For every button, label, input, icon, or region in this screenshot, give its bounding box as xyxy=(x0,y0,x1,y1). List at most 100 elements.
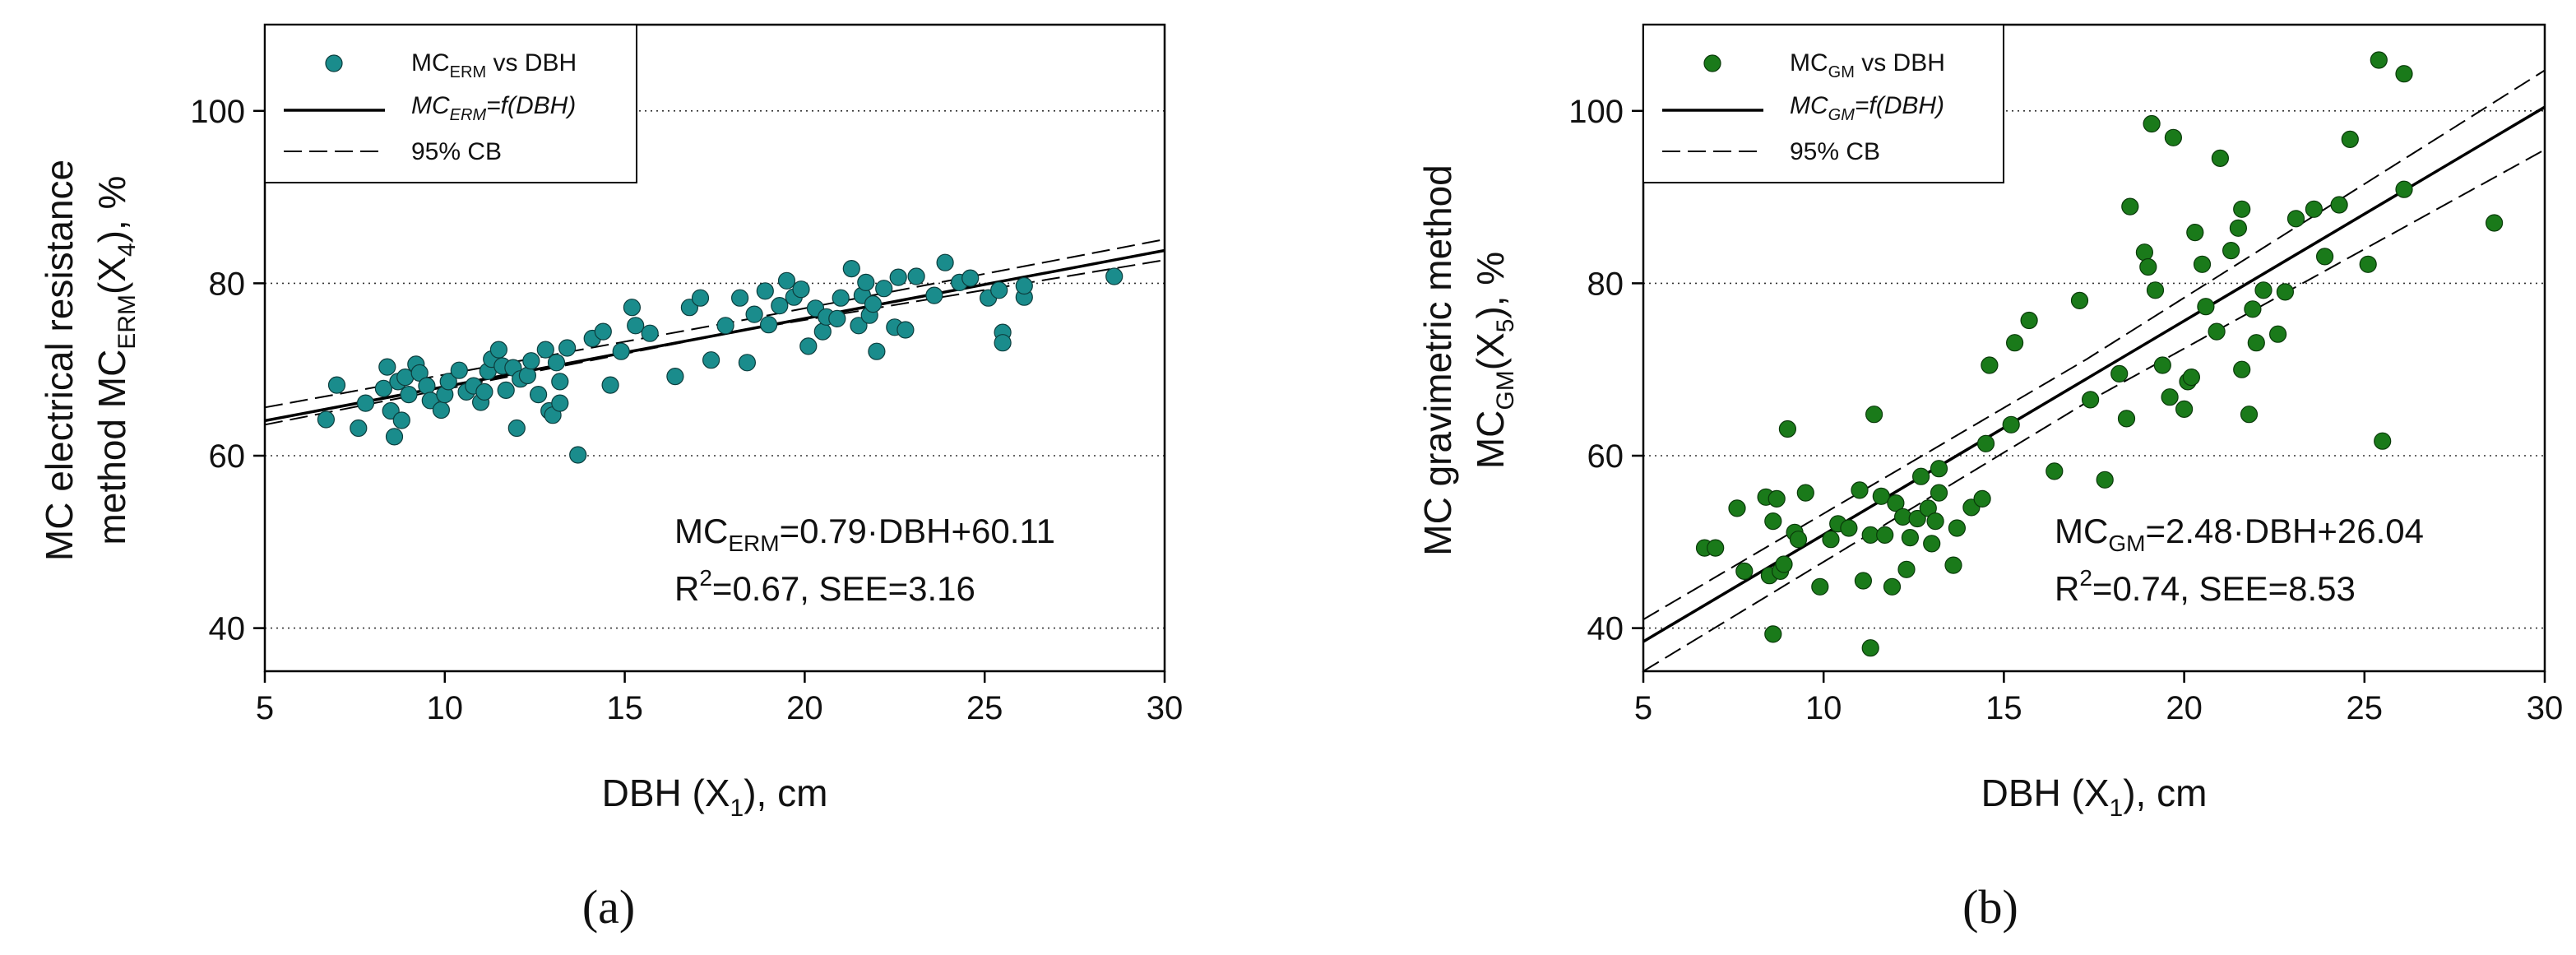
panel-label-a: (a) xyxy=(582,880,635,934)
data-point xyxy=(1015,276,1033,295)
data-point xyxy=(627,317,645,335)
y-axis-label-line-2: MCGM(X5), % xyxy=(1469,252,1519,469)
panel-label-b: (b) xyxy=(1962,880,2018,934)
data-point xyxy=(813,322,832,341)
data-point xyxy=(2330,196,2348,214)
y-tick-label: 80 xyxy=(1587,266,1624,302)
data-point xyxy=(385,428,404,446)
plot-frame xyxy=(263,23,1166,673)
data-point xyxy=(2175,400,2194,418)
data-points xyxy=(317,253,1124,464)
data-point xyxy=(1944,556,1962,574)
data-point xyxy=(777,271,796,290)
data-point xyxy=(792,280,810,299)
data-point xyxy=(2046,462,2064,480)
data-points xyxy=(1695,51,2504,657)
fit-line xyxy=(1642,105,2546,643)
legend-entry-fit: MCGM=f(DBH) xyxy=(1790,92,1944,124)
data-point xyxy=(1105,267,1124,285)
data-point xyxy=(1789,531,1808,549)
x-tick-label: 10 xyxy=(1805,690,1842,726)
data-point xyxy=(850,317,868,335)
data-point xyxy=(2359,255,2377,273)
y-tick-label: 40 xyxy=(1587,611,1624,647)
data-point xyxy=(2146,281,2165,299)
data-point xyxy=(396,369,415,387)
data-point xyxy=(2096,471,2114,489)
data-point xyxy=(1976,434,1995,452)
x-tick-label: 5 xyxy=(1634,690,1652,726)
data-point xyxy=(327,376,346,394)
data-point xyxy=(864,295,883,313)
data-point xyxy=(1728,499,1746,517)
x-tick-label: 10 xyxy=(427,690,464,726)
data-point xyxy=(536,341,554,359)
data-point xyxy=(475,382,493,401)
data-point xyxy=(522,352,540,370)
data-point xyxy=(756,282,774,300)
data-point xyxy=(994,334,1012,352)
data-point xyxy=(2186,224,2204,242)
data-point xyxy=(1923,535,1941,553)
data-point xyxy=(716,317,734,335)
data-point xyxy=(1908,509,1926,528)
data-point xyxy=(547,354,566,372)
data-point xyxy=(1981,356,1999,374)
confidence-band xyxy=(264,239,1165,426)
data-point xyxy=(356,394,375,412)
data-point xyxy=(936,253,954,271)
data-point xyxy=(1775,555,1793,573)
data-point xyxy=(2286,210,2305,228)
data-point xyxy=(925,286,943,304)
data-point xyxy=(1894,508,1912,526)
data-point xyxy=(2208,322,2226,341)
chart-panel-b: 5 10 15 20 25 30 40 60 80 100 MCGM vs DBH MCGM=f… xyxy=(1416,23,2563,934)
y-axis-label-line-2: method MCERM(X4), % xyxy=(90,176,141,545)
data-point xyxy=(1930,460,1948,478)
data-point xyxy=(2164,128,2182,146)
data-point xyxy=(432,401,451,420)
x-axis-ticks: 5 10 15 20 25 30 xyxy=(1634,671,2563,726)
data-point xyxy=(1764,625,1782,643)
legend: MCERM vs DBH MCERM=f(DBH) 95% CB xyxy=(264,24,637,183)
data-point xyxy=(1912,467,1930,485)
data-point xyxy=(569,446,587,464)
data-point xyxy=(2182,369,2200,387)
data-point xyxy=(392,411,410,429)
data-point xyxy=(2486,214,2504,232)
data-point xyxy=(2244,300,2262,318)
data-point xyxy=(374,379,392,397)
data-point xyxy=(2269,325,2287,343)
data-point xyxy=(1851,481,1869,499)
data-point xyxy=(2082,391,2100,409)
data-point xyxy=(2233,360,2251,378)
data-point xyxy=(1811,577,1829,596)
y-axis-label-line-1: MC electrical resistance xyxy=(38,160,81,561)
y-tick-label: 100 xyxy=(190,94,245,130)
x-tick-label: 30 xyxy=(1147,690,1184,726)
x-tick-label: 20 xyxy=(2166,690,2203,726)
data-point xyxy=(907,267,925,285)
data-point xyxy=(2020,311,2038,330)
data-point xyxy=(489,341,508,359)
data-point xyxy=(738,354,757,372)
fit-statistics: R2=0.67, SEE=3.16 xyxy=(674,565,975,608)
legend-box xyxy=(264,24,637,183)
data-point xyxy=(1872,487,1890,505)
data-point xyxy=(2341,130,2359,148)
data-point xyxy=(2153,356,2171,374)
data-point xyxy=(842,260,860,278)
legend-marker-icon xyxy=(1703,54,1721,72)
data-point xyxy=(1897,560,1916,578)
data-point xyxy=(1973,489,1991,508)
data-point xyxy=(666,368,684,386)
data-point xyxy=(702,351,720,369)
y-axis-ticks: 40 60 80 100 xyxy=(1568,94,1643,647)
legend-box xyxy=(1642,24,2004,183)
legend-entry-fit: MCERM=f(DBH) xyxy=(411,92,576,124)
regression-line xyxy=(264,248,1165,423)
y-tick-label: 40 xyxy=(209,611,246,647)
x-axis-label: DBH (X1), cm xyxy=(1981,772,2208,822)
data-point xyxy=(2222,242,2240,260)
x-tick-label: 30 xyxy=(2527,690,2564,726)
